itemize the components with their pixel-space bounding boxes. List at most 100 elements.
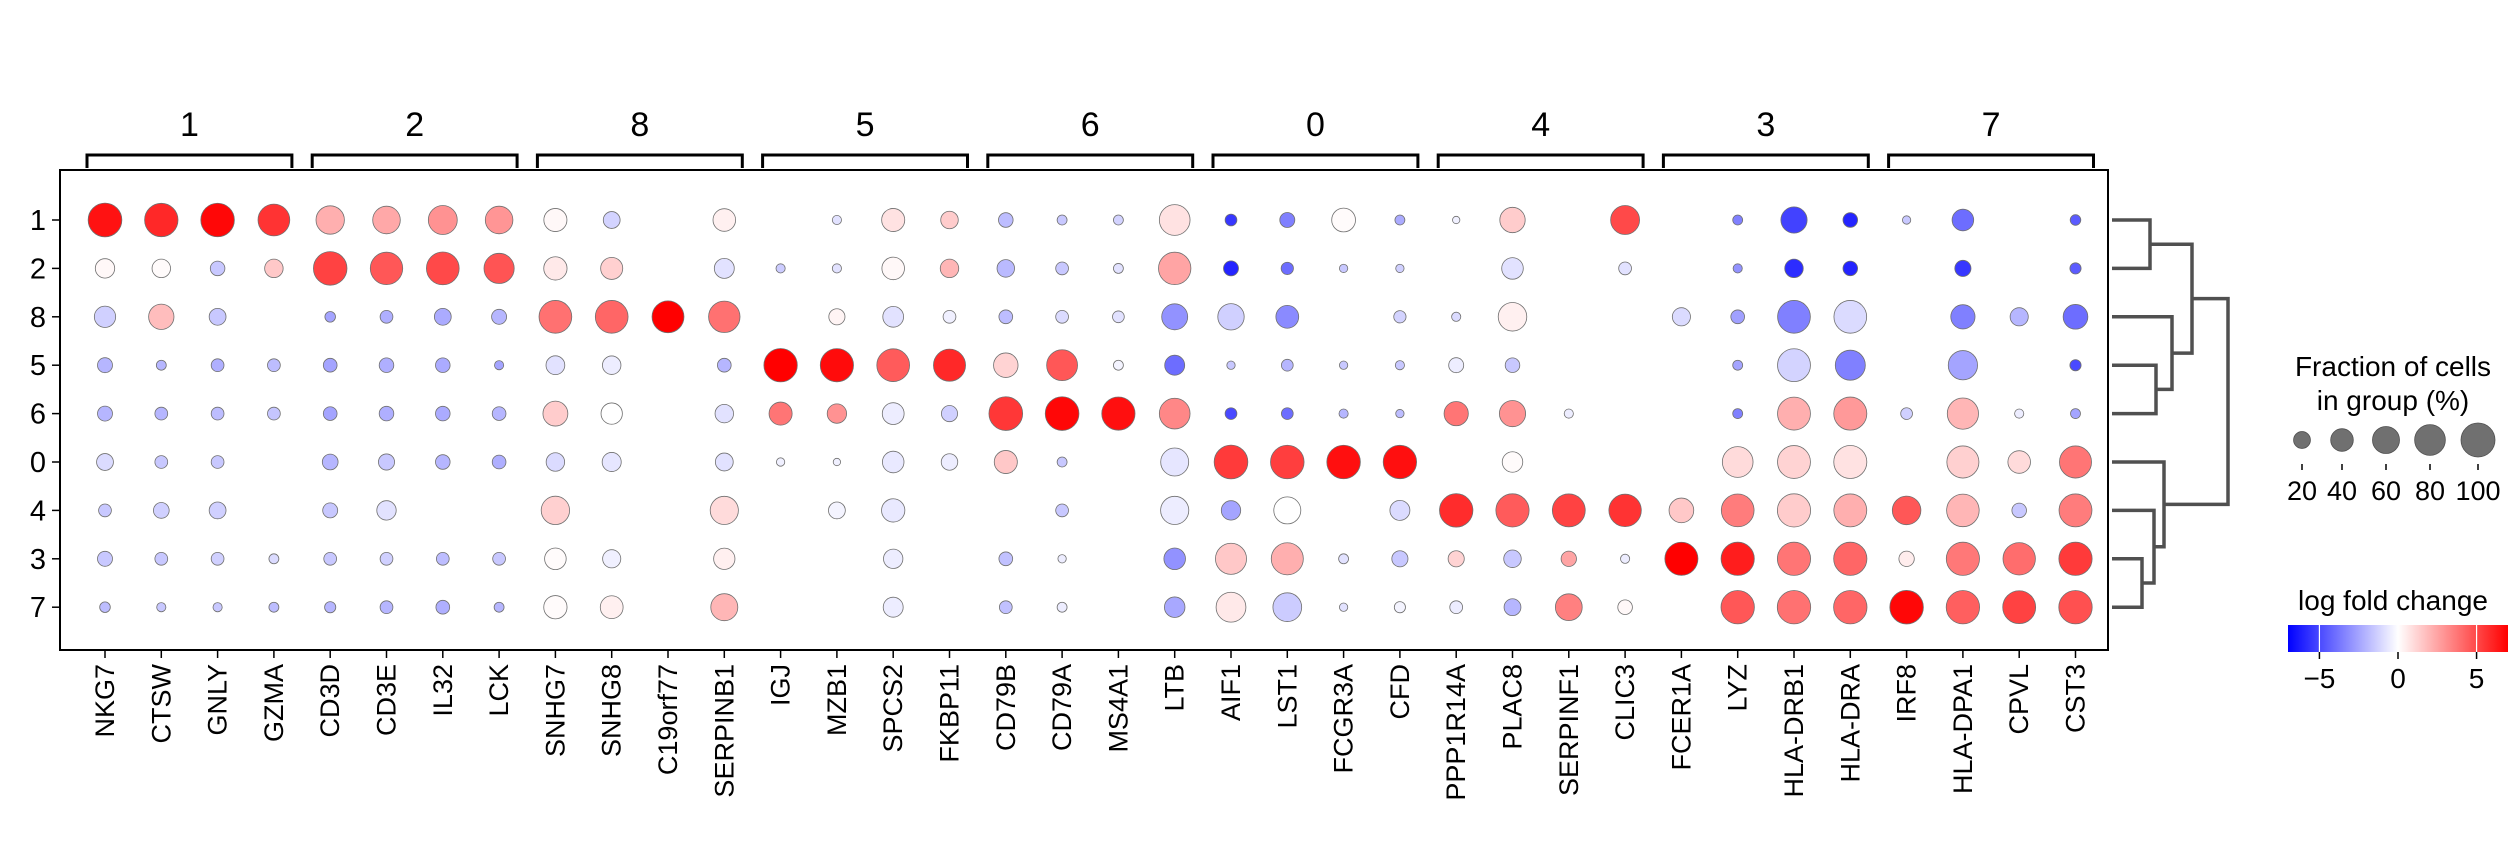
dot-cluster-3-CD3E: [379, 551, 394, 566]
x-tick-label: SERPINB1: [709, 664, 739, 798]
size-legend-dot: [2460, 422, 2496, 458]
dot-cluster-8-C19orf77: [651, 300, 685, 334]
dot-cluster-2-CST3: [2069, 262, 2082, 275]
dot-cluster-1-LTB: [1158, 204, 1191, 236]
dot-cluster-7-SNHG7: [543, 595, 568, 620]
dot-cluster-2-CD79A: [1055, 261, 1069, 276]
dot-cluster-3-FCGR3A: [1338, 553, 1349, 565]
x-tick-label: GNLY: [203, 664, 233, 736]
x-tick-label: CD79B: [991, 664, 1021, 751]
group-bracket: [535, 153, 744, 168]
dot-cluster-0-HLA-DRB1: [1777, 445, 1811, 479]
x-tick-label: CD79A: [1047, 664, 1077, 751]
group-label: 7: [1982, 106, 2001, 144]
dendrogram-link: [2112, 363, 2158, 416]
dot-cluster-7-LST1: [1272, 592, 1303, 622]
x-tick-label: HLA-DRA: [1835, 664, 1865, 783]
dot-cluster-5-LST1: [1281, 358, 1294, 372]
dot-cluster-2-HLA-DPA1: [1954, 259, 1972, 277]
x-tick-label: HLA-DPA1: [1948, 664, 1978, 794]
dot-cluster-5-CD3E: [378, 357, 395, 373]
dot-cluster-0-SNHG7: [545, 452, 566, 472]
dot-cluster-6-HLA-DPA1: [1946, 397, 1979, 430]
dot-cluster-1-CLIC3: [1610, 205, 1640, 235]
colorbar-title: log fold change: [2298, 585, 2488, 616]
dot-cluster-6-MS4A1: [1101, 396, 1136, 431]
dot-cluster-1-CD3D: [315, 205, 345, 235]
dot-cluster-5-CD79A: [1046, 349, 1078, 382]
dot-cluster-0-MZB1: [832, 457, 841, 467]
dot-cluster-0-IL32: [435, 454, 451, 470]
dot-cluster-6-IGJ: [768, 401, 793, 426]
dot-cluster-7-PLAC8: [1503, 598, 1522, 617]
dendrogram-link: [2112, 315, 2174, 392]
size-legend-label: 100: [2455, 476, 2500, 506]
dot-cluster-6-LCK: [491, 406, 507, 421]
dot-cluster-0-LCK: [491, 454, 507, 470]
dot-cluster-0-CD3D: [321, 453, 339, 471]
group-brackets: 1 2 8 5 6 0 4 3 7: [85, 106, 2095, 168]
group-label: 8: [630, 106, 649, 144]
dot-cluster-4-SERPINF1: [1551, 493, 1586, 528]
dot-cluster-4-IRF8: [1891, 495, 1922, 526]
size-legend-dot: [2293, 431, 2311, 449]
dot-cluster-8-PPP1R14A: [1451, 311, 1462, 322]
dot-cluster-2-MZB1: [831, 263, 842, 274]
dot-cluster-1-NKG7: [87, 202, 123, 238]
x-tick-label: MZB1: [822, 664, 852, 736]
dot-cluster-0-CST3: [2059, 445, 2092, 479]
dot-cluster-2-FKBP11: [939, 258, 960, 279]
dot-cluster-8-CD3E: [379, 309, 394, 324]
dot-cluster-4-CTSW: [153, 502, 170, 519]
dot-cluster-0-CD3E: [378, 453, 395, 471]
dot-cluster-8-SERPINB1: [708, 300, 741, 333]
dot-cluster-3-HLA-DRB1: [1776, 541, 1812, 576]
dot-cluster-4-CD3E: [376, 500, 397, 521]
dot-cluster-6-SNHG7: [542, 400, 569, 427]
dot-cluster-5-SPCS2: [876, 348, 910, 382]
dot-cluster-6-SNHG8: [600, 402, 623, 425]
dot-cluster-2-CD3D: [313, 251, 348, 286]
dot-cluster-2-GZMA: [264, 258, 284, 279]
dot-cluster-7-CFD: [1393, 601, 1406, 614]
dot-cluster-0-CTSW: [154, 455, 169, 469]
dot-cluster-7-CPVL: [2002, 590, 2037, 625]
size-legend-label: 20: [2287, 476, 2317, 506]
dot-cluster-2-HLA-DRA: [1842, 260, 1859, 277]
dot-cluster-8-CST3: [2062, 304, 2089, 330]
dot-cluster-2-PLAC8: [1501, 257, 1524, 280]
dot-cluster-1-CD3E: [372, 205, 401, 235]
dot-cluster-0-FCGR3A: [1326, 444, 1361, 480]
group-bracket: [1661, 153, 1870, 168]
dot-cluster-8-SNHG8: [594, 300, 629, 334]
dot-cluster-6-MZB1: [826, 403, 848, 424]
y-tick-label: 7: [30, 592, 46, 624]
dot-cluster-4-HLA-DRA: [1833, 493, 1868, 528]
dot-cluster-8-IL32: [433, 307, 452, 326]
dot-cluster-7-LYZ: [1720, 590, 1755, 625]
dot-cluster-5-IGJ: [763, 348, 798, 383]
size-legend-label: 60: [2371, 476, 2401, 506]
dot-cluster-3-LTB: [1163, 547, 1186, 571]
x-tick-label: LCK: [484, 664, 514, 717]
dot-cluster-8-CFD: [1393, 310, 1407, 324]
dot-cluster-1-SPCS2: [881, 208, 906, 232]
dot-cluster-8-PLAC8: [1497, 302, 1528, 332]
dot-cluster-6-FKBP11: [941, 405, 958, 423]
colorbar-tick-label: 5: [2469, 663, 2485, 694]
dot-cluster-8-MS4A1: [1112, 310, 1125, 324]
dot-cluster-4-AIF1: [1220, 500, 1242, 521]
dot-cluster-0-CD79B: [993, 450, 1018, 474]
dot-cluster-8-LST1: [1275, 304, 1300, 329]
x-tick-label: AIF1: [1216, 664, 1246, 721]
dot-cluster-2-LST1: [1280, 261, 1294, 275]
dot-cluster-7-PPP1R14A: [1449, 600, 1463, 614]
dot-cluster-7-HLA-DRB1: [1776, 590, 1812, 625]
dot-cluster-7-CD79B: [998, 600, 1013, 614]
dot-cluster-2-SERPINB1: [713, 258, 735, 279]
dot-cluster-8-HLA-DPA1: [1950, 304, 1976, 330]
x-tick-label: SNHG7: [540, 664, 570, 757]
size-legend-dot: [2330, 428, 2354, 452]
dot-cluster-5-AIF1: [1226, 360, 1236, 370]
